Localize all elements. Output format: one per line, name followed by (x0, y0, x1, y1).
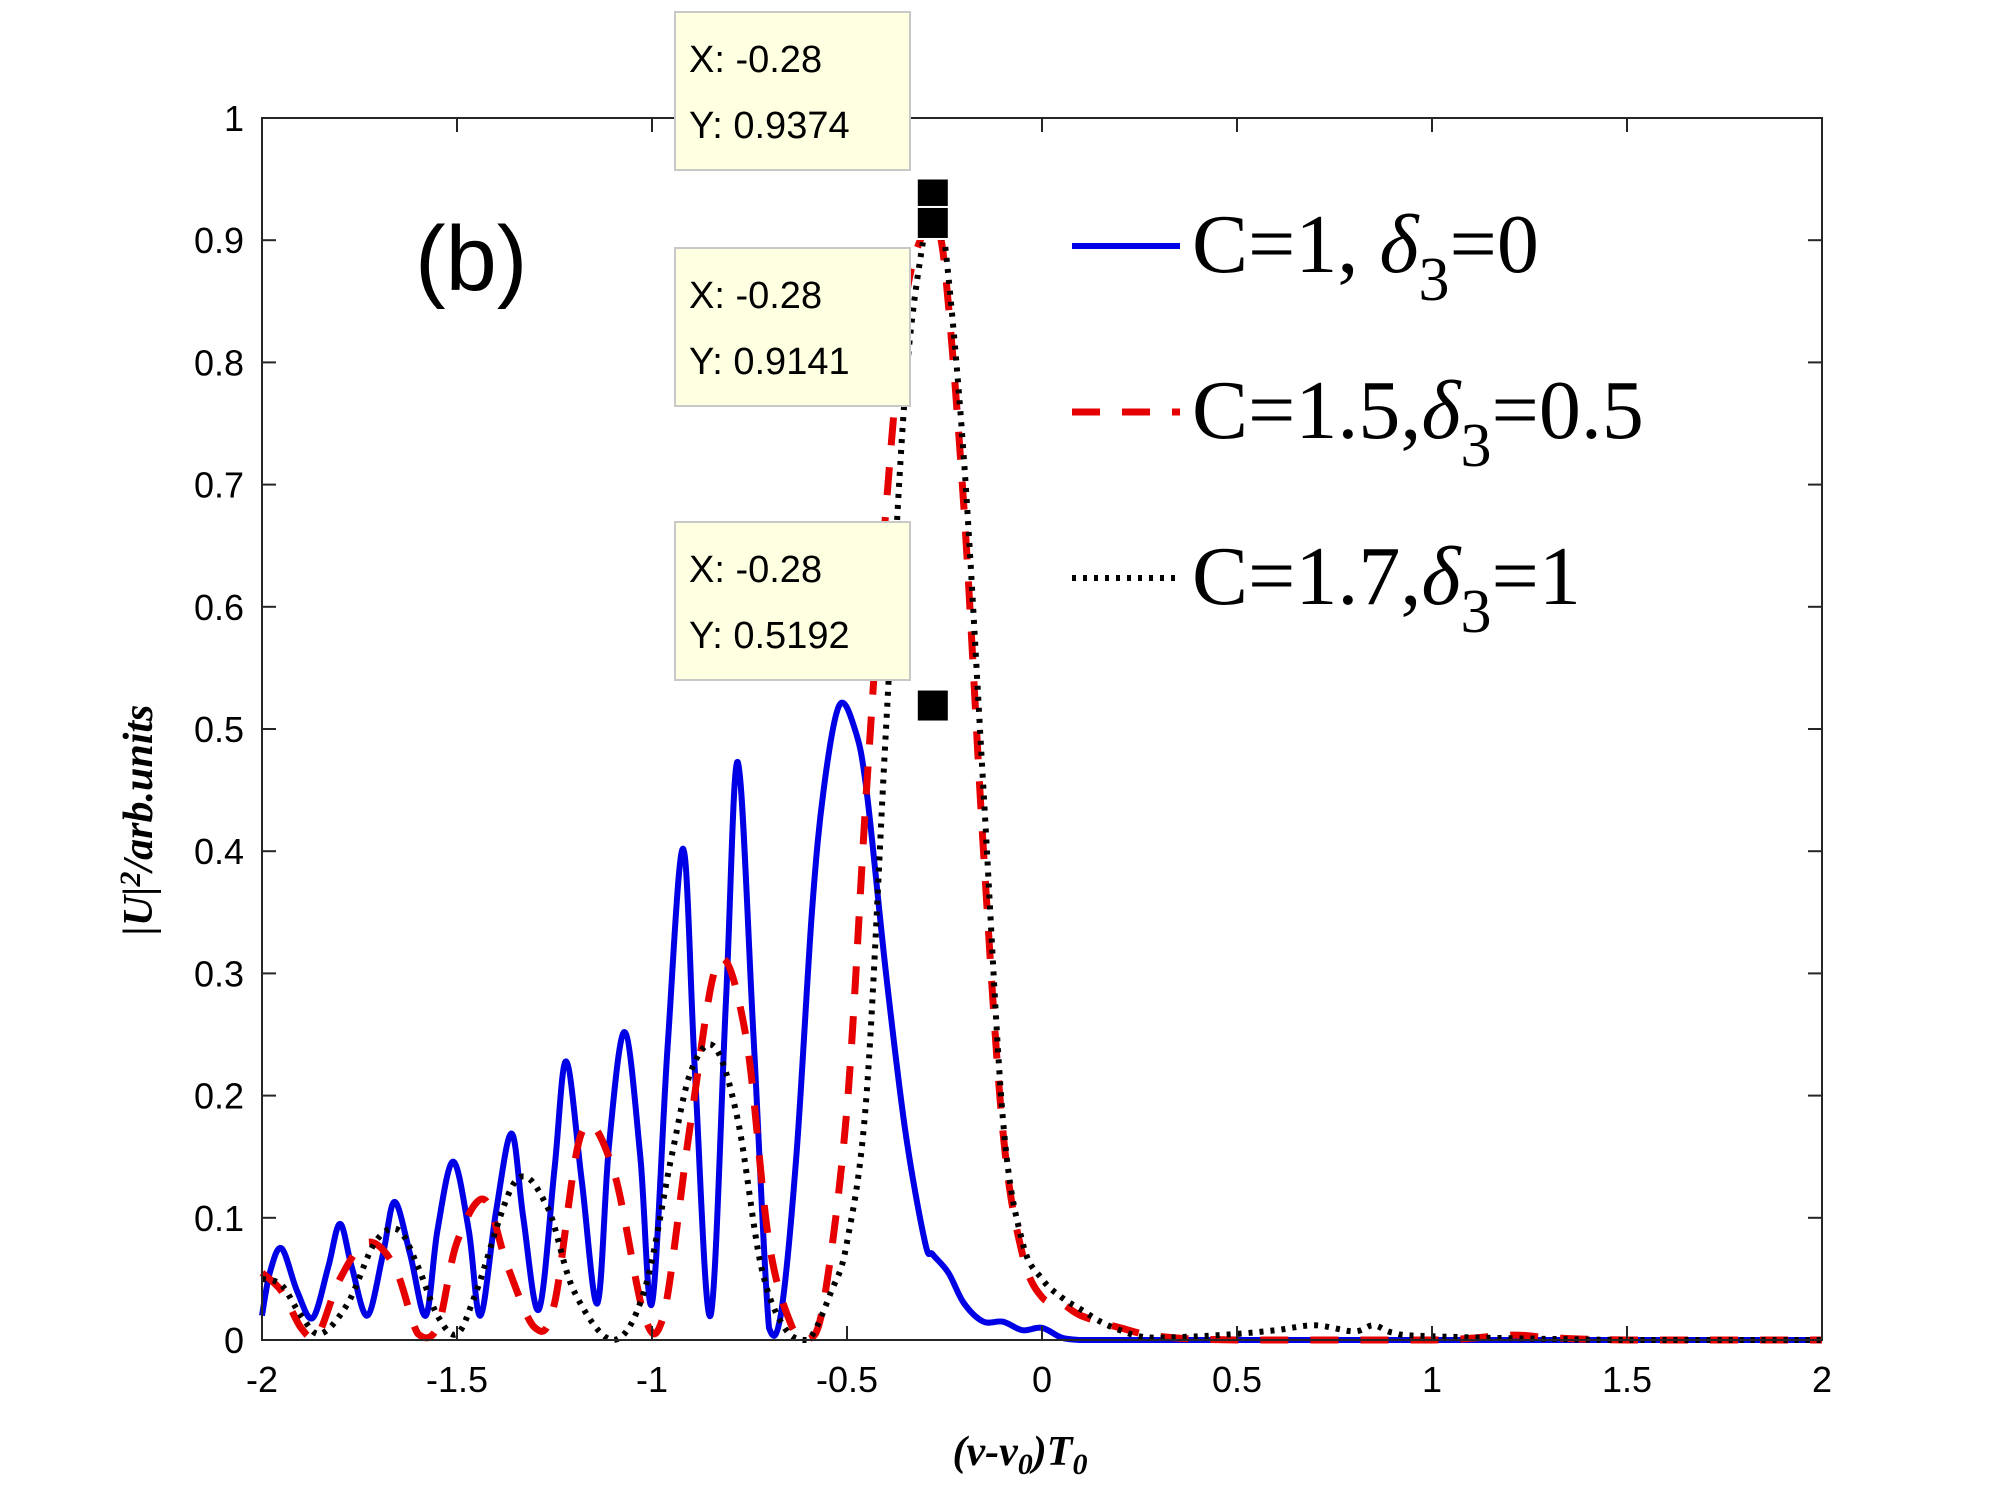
data-tip-box (674, 521, 911, 681)
y-tick-label: 0.9 (194, 220, 244, 261)
data-tip-marker[interactable] (915, 177, 950, 212)
x-label-sub: 0 (1018, 1448, 1033, 1481)
x-tick-label: 0 (1032, 1359, 1052, 1400)
tick-layer: -2 -1.5 -1 -0.5 0 0.5 1 1.5 2 0 0.1 0.2 0.3 0.4 0.5 0.6… (194, 98, 1832, 1400)
y-tick-label: 0.5 (194, 709, 244, 750)
y-label-sup: 2 (114, 872, 147, 888)
y-tick-label: 0.7 (194, 465, 244, 506)
x-tick-label: 1 (1422, 1359, 1442, 1400)
y-tick-label: 0 (224, 1320, 244, 1361)
series-line-1 (259, 699, 1822, 1344)
data-tip-x-label: X: -0.28 (689, 39, 822, 81)
x-tick-label: -1.5 (426, 1359, 488, 1400)
x-tick-label: 1.5 (1602, 1359, 1652, 1400)
legend-text-main: C=1, (1192, 198, 1379, 291)
series-line-2 (259, 214, 1822, 1344)
x-label-main: (v-v (953, 1429, 1020, 1475)
y-tick-label: 0.2 (194, 1076, 244, 1117)
panel-label: (b) (415, 208, 527, 310)
x-label-sub: 0 (1072, 1448, 1087, 1481)
data-tip-box (674, 11, 911, 171)
legend: C=1, δ3=0C=1.5,δ3=0.5C=1.7,δ3=1 (1072, 198, 1644, 646)
legend-text-main: C=1.5, (1192, 364, 1421, 457)
data-tip-x-label: X: -0.28 (689, 275, 822, 317)
legend-text-main: C=1.7, (1192, 530, 1421, 623)
legend-text-greek: δ (1421, 530, 1462, 623)
data-tip-y-label: Y: 0.5192 (689, 615, 850, 657)
data-tip-y-label: Y: 0.9374 (689, 105, 850, 147)
x-label-main: )T (1029, 1429, 1075, 1475)
legend-text-main: =1 (1491, 530, 1580, 623)
legend-text-greek: δ (1421, 364, 1462, 457)
data-tip-box (674, 247, 911, 407)
legend-text-greek: δ (1379, 198, 1420, 291)
y-label-main: /arb.units (116, 705, 162, 875)
y-tick-label: 1 (224, 98, 244, 139)
x-tick-label: -1 (636, 1359, 668, 1400)
x-tick-label: -2 (246, 1359, 278, 1400)
series-line-3 (261, 191, 1822, 1344)
x-tick-label: -0.5 (816, 1359, 878, 1400)
legend-text-main: =0.5 (1491, 364, 1643, 457)
y-tick-label: 0.8 (194, 342, 244, 383)
y-tick-label: 0.1 (194, 1198, 244, 1239)
data-tips: X: -0.28 Y: 0.9374 X: -0.28 Y: 0.9141 X: -0.… (674, 11, 950, 723)
data-tip-y-label: Y: 0.9141 (689, 341, 850, 383)
legend-text-main: =0 (1449, 198, 1538, 291)
legend-entry-3: C=1.7,δ3=1 (1192, 530, 1581, 646)
legend-text-sub: 3 (1418, 246, 1449, 314)
x-tick-label: 2 (1812, 1359, 1832, 1400)
x-axis-label: (v-v0)T0 (953, 1429, 1088, 1481)
y-label-main: |U| (116, 887, 162, 936)
data-tip-x-label: X: -0.28 (689, 549, 822, 591)
x-tick-label: 0.5 (1212, 1359, 1262, 1400)
y-axis-label: |U|2/arb.units (114, 705, 162, 936)
data-tip-marker[interactable] (915, 205, 950, 240)
y-tick-label: 0.3 (194, 953, 244, 994)
legend-text-sub: 3 (1460, 578, 1491, 646)
data-tip-marker[interactable] (915, 688, 950, 723)
legend-text-sub: 3 (1460, 412, 1491, 480)
legend-entry-2: C=1.5,δ3=0.5 (1192, 364, 1644, 480)
y-tick-label: 0.6 (194, 587, 244, 628)
y-tick-label: 0.4 (194, 831, 244, 872)
legend-entry-1: C=1, δ3=0 (1192, 198, 1539, 314)
